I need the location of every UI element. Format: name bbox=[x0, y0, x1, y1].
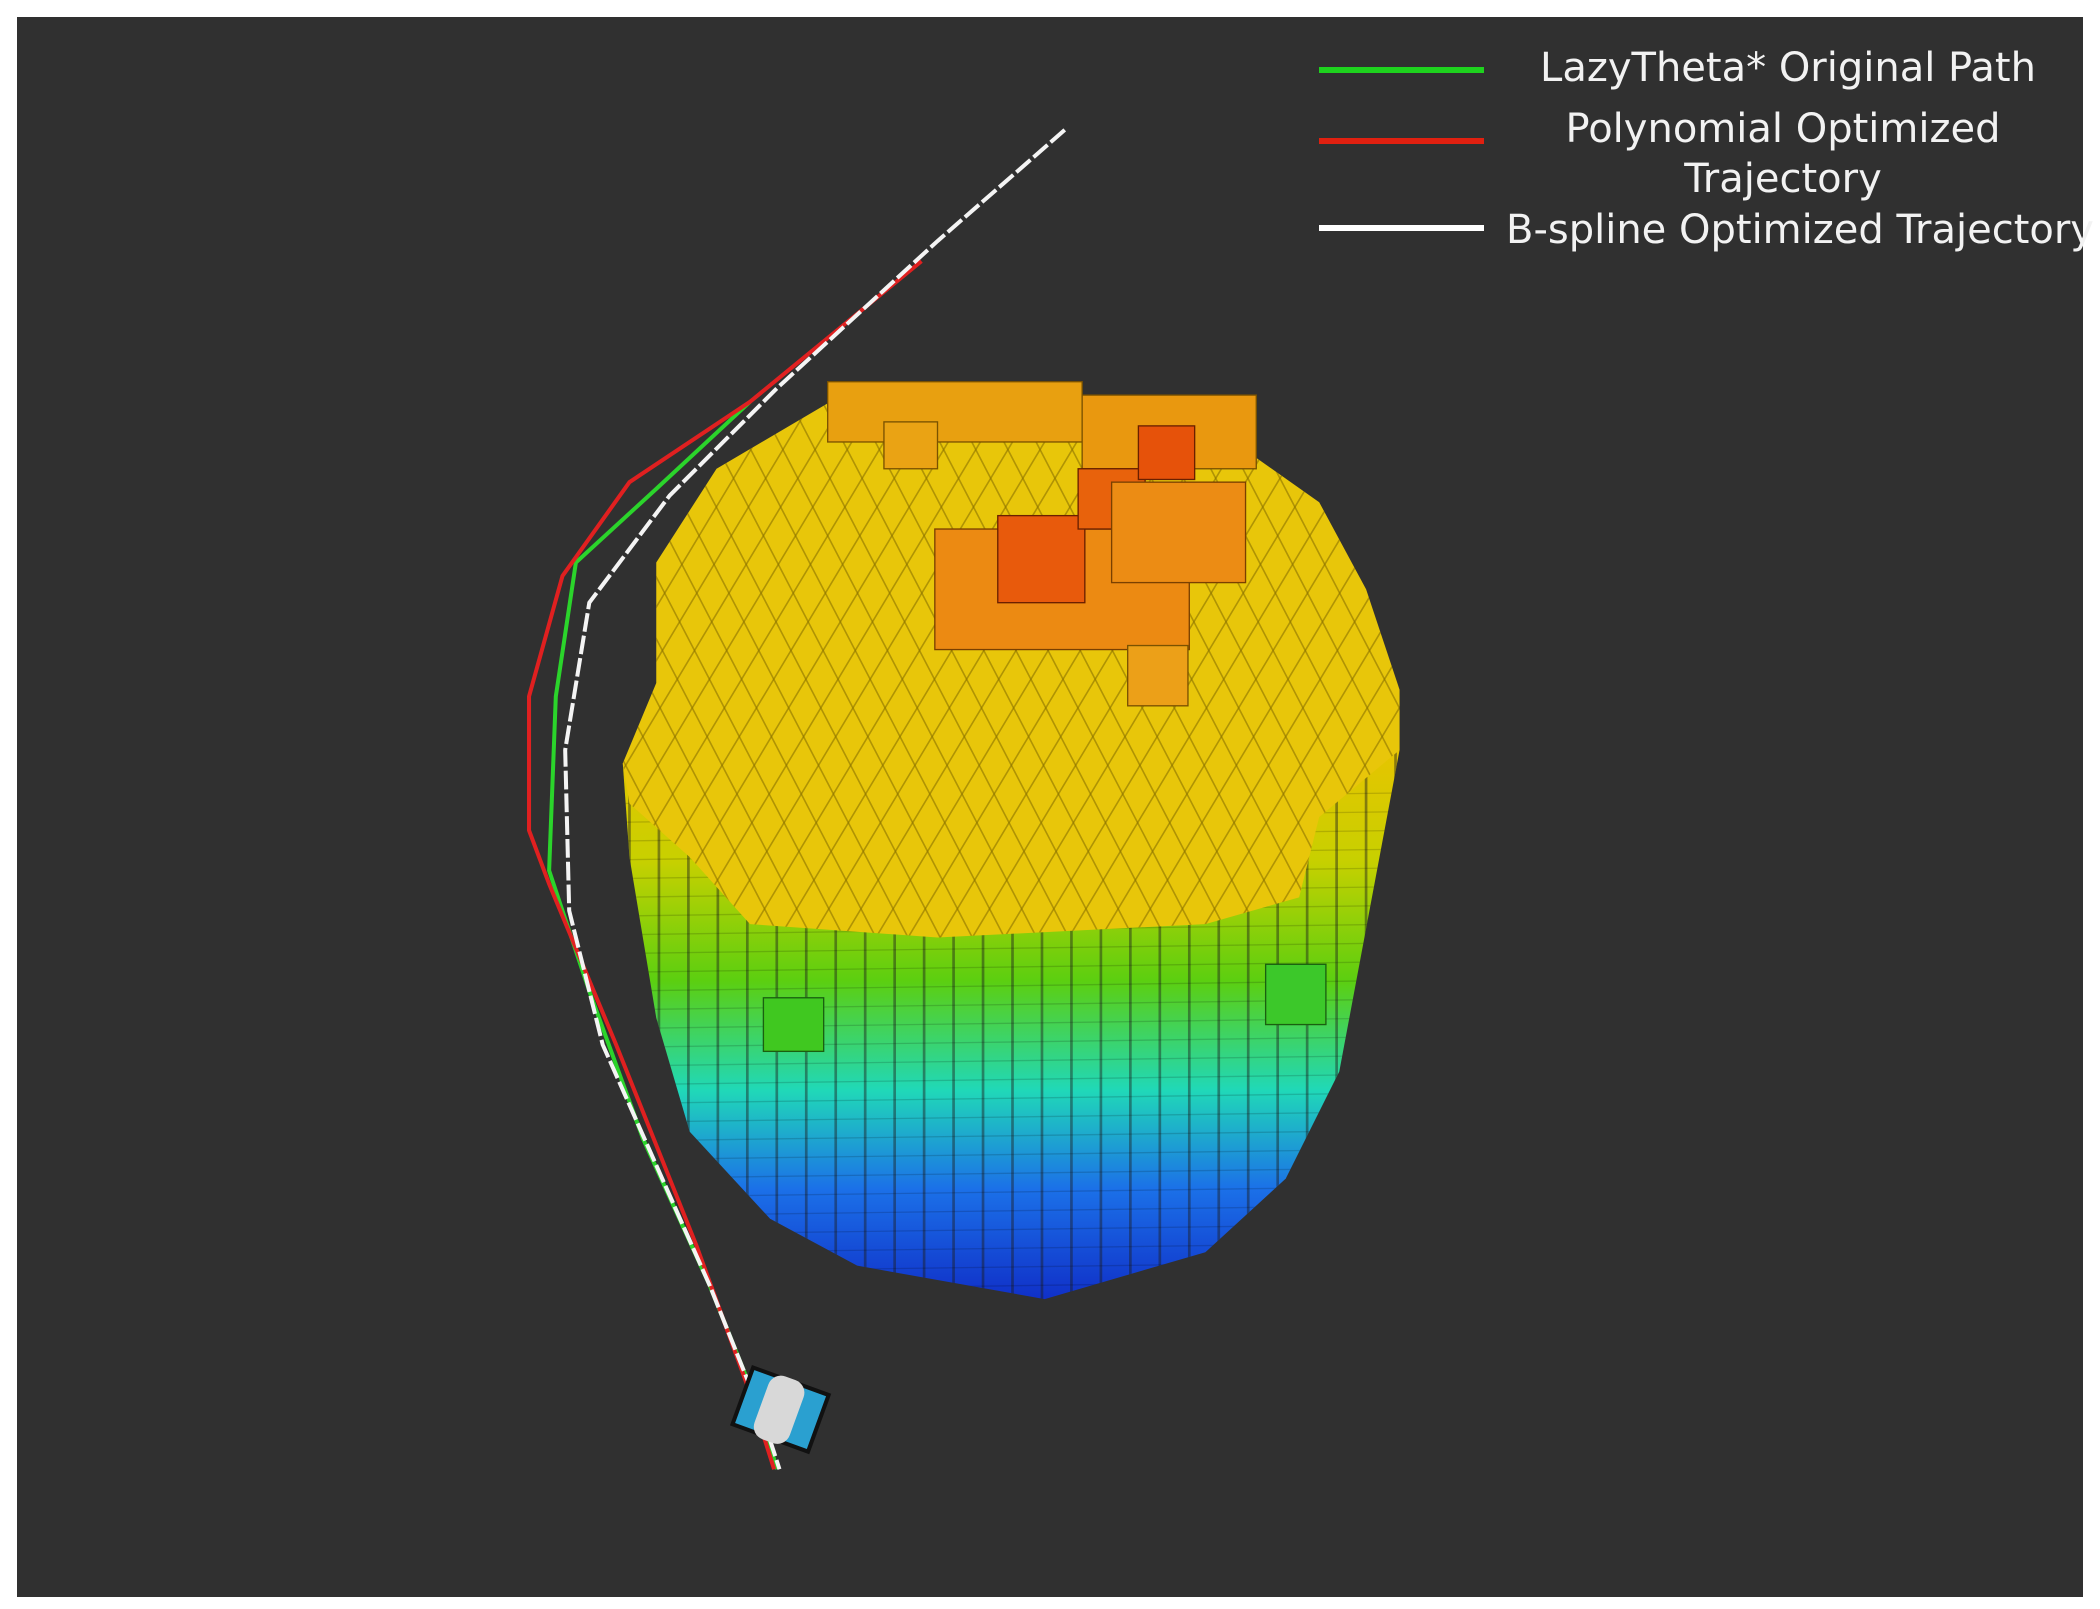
grid-stroke bbox=[622, 942, 1400, 955]
grid-stroke bbox=[738, 388, 1142, 938]
grid-stroke bbox=[1092, 388, 1400, 938]
grid-stroke bbox=[818, 388, 1169, 938]
bspline-trajectory bbox=[563, 128, 1067, 1470]
trajectories bbox=[527, 128, 1067, 1470]
grid-stroke bbox=[915, 388, 1266, 938]
grid-stroke bbox=[622, 388, 917, 938]
grid-stroke bbox=[722, 388, 1073, 938]
grid-stroke bbox=[883, 388, 1233, 938]
legend: LazyTheta* Original Path Polynomial Opti… bbox=[1319, 45, 2094, 253]
legend-label: B-spline Optimized Trajectory bbox=[1506, 207, 2094, 253]
grid-stroke bbox=[622, 1167, 1400, 1180]
grid-stroke bbox=[1156, 388, 1400, 938]
grid-stroke bbox=[622, 388, 848, 938]
voxel-map bbox=[0, 128, 1400, 1470]
grid-stroke bbox=[706, 388, 1110, 938]
legend-label: Trajectory bbox=[1683, 156, 1882, 202]
grid-stroke bbox=[0, 335, 11, 1005]
grid-stroke bbox=[622, 388, 885, 938]
grid-stroke bbox=[622, 1035, 1400, 1049]
grid-stroke bbox=[754, 388, 1105, 938]
grid-stroke bbox=[786, 388, 1137, 938]
grid-stroke bbox=[622, 1129, 1400, 1142]
grid-stroke bbox=[622, 1148, 1400, 1161]
grid-stroke bbox=[0, 335, 16, 1005]
grid-stroke bbox=[622, 388, 912, 938]
legend-label: LazyTheta* Original Path bbox=[1540, 45, 2036, 91]
grid-stroke bbox=[622, 1054, 1400, 1067]
grid-stroke bbox=[674, 388, 1078, 938]
grid-stroke bbox=[1220, 388, 1400, 938]
grid-stroke bbox=[1124, 388, 1400, 938]
grid-stroke bbox=[622, 1110, 1400, 1124]
grid-stroke bbox=[622, 388, 949, 938]
legend-label: Polynomial Optimized bbox=[1566, 106, 2001, 152]
grid-stroke bbox=[622, 1092, 1400, 1105]
raised-voxels bbox=[762, 381, 1327, 1053]
grid-stroke bbox=[622, 960, 1400, 974]
grid-stroke bbox=[622, 1073, 1400, 1086]
grid-stroke bbox=[1188, 388, 1400, 938]
grid-stroke bbox=[947, 388, 1298, 938]
grid-stroke bbox=[622, 388, 783, 938]
robot bbox=[729, 1364, 832, 1455]
grid-stroke bbox=[622, 388, 880, 938]
